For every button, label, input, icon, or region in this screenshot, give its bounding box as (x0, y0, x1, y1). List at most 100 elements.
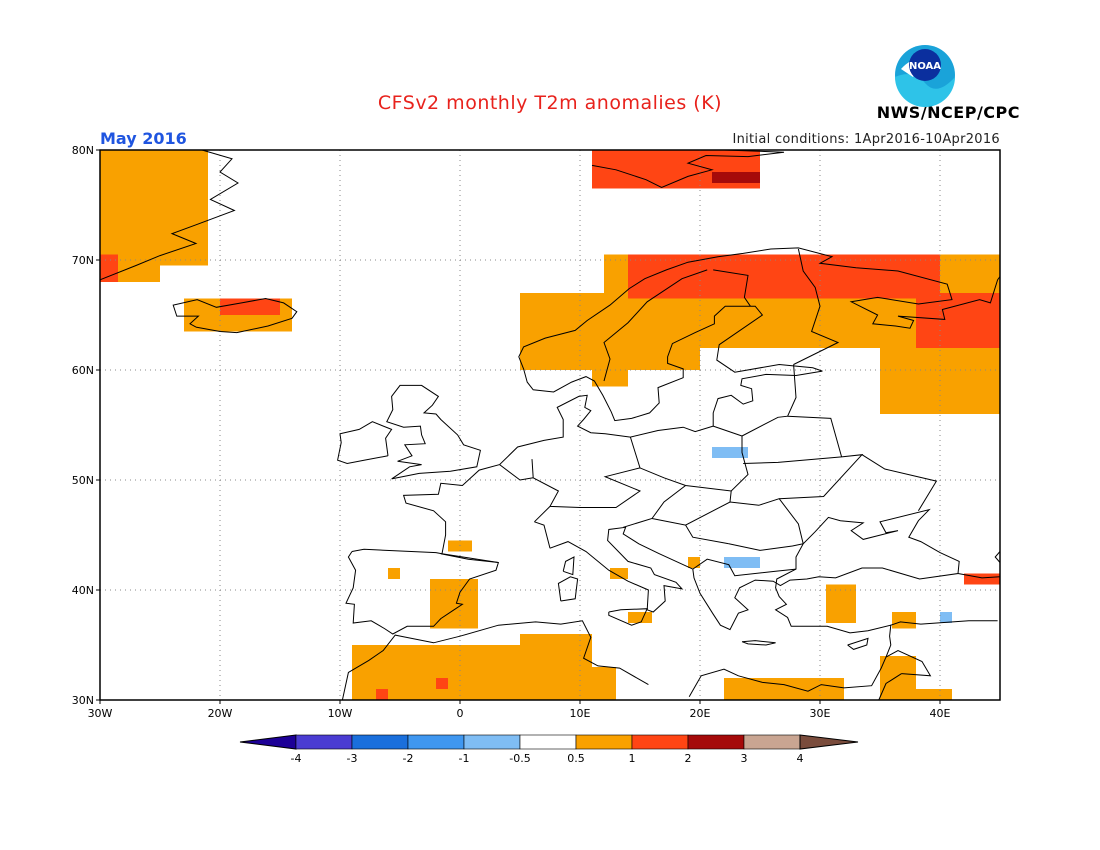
coastline-19 (531, 459, 642, 508)
coastline-9 (608, 608, 648, 626)
coastline-7 (99, 149, 239, 281)
map-frame (99, 149, 1001, 701)
chart-title: CFSv2 monthly T2m anomalies (K) (377, 92, 723, 114)
lat-tick-label: 60N (72, 364, 94, 377)
anomaly-cell-18 (610, 568, 628, 579)
anomaly-cell-0 (100, 150, 208, 266)
colorbar-tick-label: -0.5 (509, 752, 530, 765)
agency-label: NWS/NCEP/CPC (876, 103, 1020, 122)
anomaly-cell-25 (352, 645, 592, 700)
svg-text:NOAA: NOAA (909, 61, 941, 72)
coastline-8 (591, 149, 785, 188)
colorbar-tick-label: 3 (741, 752, 748, 765)
coastline-23 (534, 521, 551, 549)
anomaly-cell-13 (712, 447, 748, 458)
anomaly-cell-14 (724, 557, 760, 568)
anomaly-cell-32 (376, 689, 388, 700)
coastline-15 (603, 269, 708, 382)
coastline-16 (713, 269, 751, 307)
coastline-10 (557, 576, 579, 602)
colorbar-box (407, 734, 465, 750)
lat-tick-label: 80N (72, 144, 94, 157)
anomaly-cell-31 (436, 678, 448, 689)
anomaly-cell-30 (904, 689, 952, 700)
lat-tick-label: 50N (72, 474, 94, 487)
lon-tick-label: 10W (328, 707, 353, 720)
latitude-labels: 30N 40N 50N 60N 70N 80N (72, 144, 100, 707)
valid-month-label: May 2016 (100, 129, 187, 148)
coastline-12 (741, 640, 776, 646)
coastlines (99, 149, 1001, 701)
coastline-30 (743, 454, 864, 500)
coastline-24 (623, 485, 686, 528)
lat-tick-label: 70N (72, 254, 94, 267)
coastline-27 (692, 558, 797, 577)
initial-conditions-label: Initial conditions: 1Apr2016-10Apr2016 (732, 132, 1000, 147)
anomaly-layer (100, 150, 1000, 700)
coastline-13 (847, 637, 869, 650)
colorbar-tick-label: 0.5 (567, 752, 585, 765)
colorbar-box (743, 734, 801, 750)
lat-tick-label: 40N (72, 584, 94, 597)
anomaly-cell-28 (724, 678, 844, 700)
anomaly-cell-10 (628, 254, 940, 299)
colorbar-tick-label: -3 (347, 752, 358, 765)
colorbar-tick-label: 1 (629, 752, 636, 765)
lon-tick-label: 30E (810, 707, 831, 720)
coastline-34 (890, 620, 998, 626)
map-grid (100, 150, 1000, 700)
anomaly-cell-4 (100, 254, 118, 282)
anomaly-cell-27 (580, 667, 616, 700)
colorbar-box (295, 734, 353, 750)
coastline-17 (793, 248, 840, 365)
colorbar-tick-label: -1 (459, 752, 470, 765)
coastline-37 (878, 673, 902, 701)
coastline-22 (534, 506, 551, 523)
coastline-11 (562, 556, 575, 576)
colorbar-box (351, 734, 409, 750)
anomaly-cell-16 (388, 568, 400, 579)
lon-tick-label: 10E (570, 707, 591, 720)
anomaly-cell-21 (826, 584, 856, 623)
lon-tick-label: 40E (930, 707, 951, 720)
coastline-26 (729, 490, 732, 503)
anomaly-cell-6 (712, 172, 760, 183)
coastline-18 (629, 425, 749, 492)
lon-tick-label: 30W (88, 707, 113, 720)
colorbar-box (463, 734, 521, 750)
coastline-36 (885, 649, 932, 677)
lon-tick-label: 0 (457, 707, 464, 720)
coastline-31 (861, 454, 938, 512)
anomaly-cell-19 (628, 612, 652, 623)
coastline-6 (172, 297, 298, 334)
coastline-2 (386, 384, 481, 480)
coastline-28 (728, 543, 804, 551)
longitude-labels: 30W 20W 10W 0 10E 20E 30E 40E (88, 700, 951, 720)
noaa-logo-icon: NOAA (895, 45, 955, 107)
colorbar-box (575, 734, 633, 750)
colorbar-tick-label: 2 (685, 752, 692, 765)
colorbar-box (687, 734, 745, 750)
coastline-35 (957, 573, 1001, 579)
colorbar-tick-label: -2 (403, 752, 414, 765)
coastline-14 (994, 551, 1001, 563)
colorbar-tick-label: -4 (291, 752, 302, 765)
anomaly-cell-17 (430, 579, 478, 629)
colorbar-low-arrow (239, 734, 297, 750)
coastline-4 (549, 508, 960, 697)
lon-tick-label: 20W (208, 707, 233, 720)
colorbar-high-arrow (799, 734, 859, 750)
anomaly-cell-24 (940, 612, 952, 623)
anomaly-cell-3 (220, 298, 280, 315)
coastline-3 (337, 421, 393, 465)
coastline-5 (341, 620, 649, 701)
coastline-21 (440, 553, 499, 563)
coastline-33 (787, 415, 843, 458)
anomaly-cell-12 (592, 370, 628, 387)
lon-tick-label: 20E (690, 707, 711, 720)
coastline-1 (402, 247, 1001, 554)
lat-tick-label: 30N (72, 694, 94, 707)
anomaly-cell-22 (964, 573, 1000, 585)
